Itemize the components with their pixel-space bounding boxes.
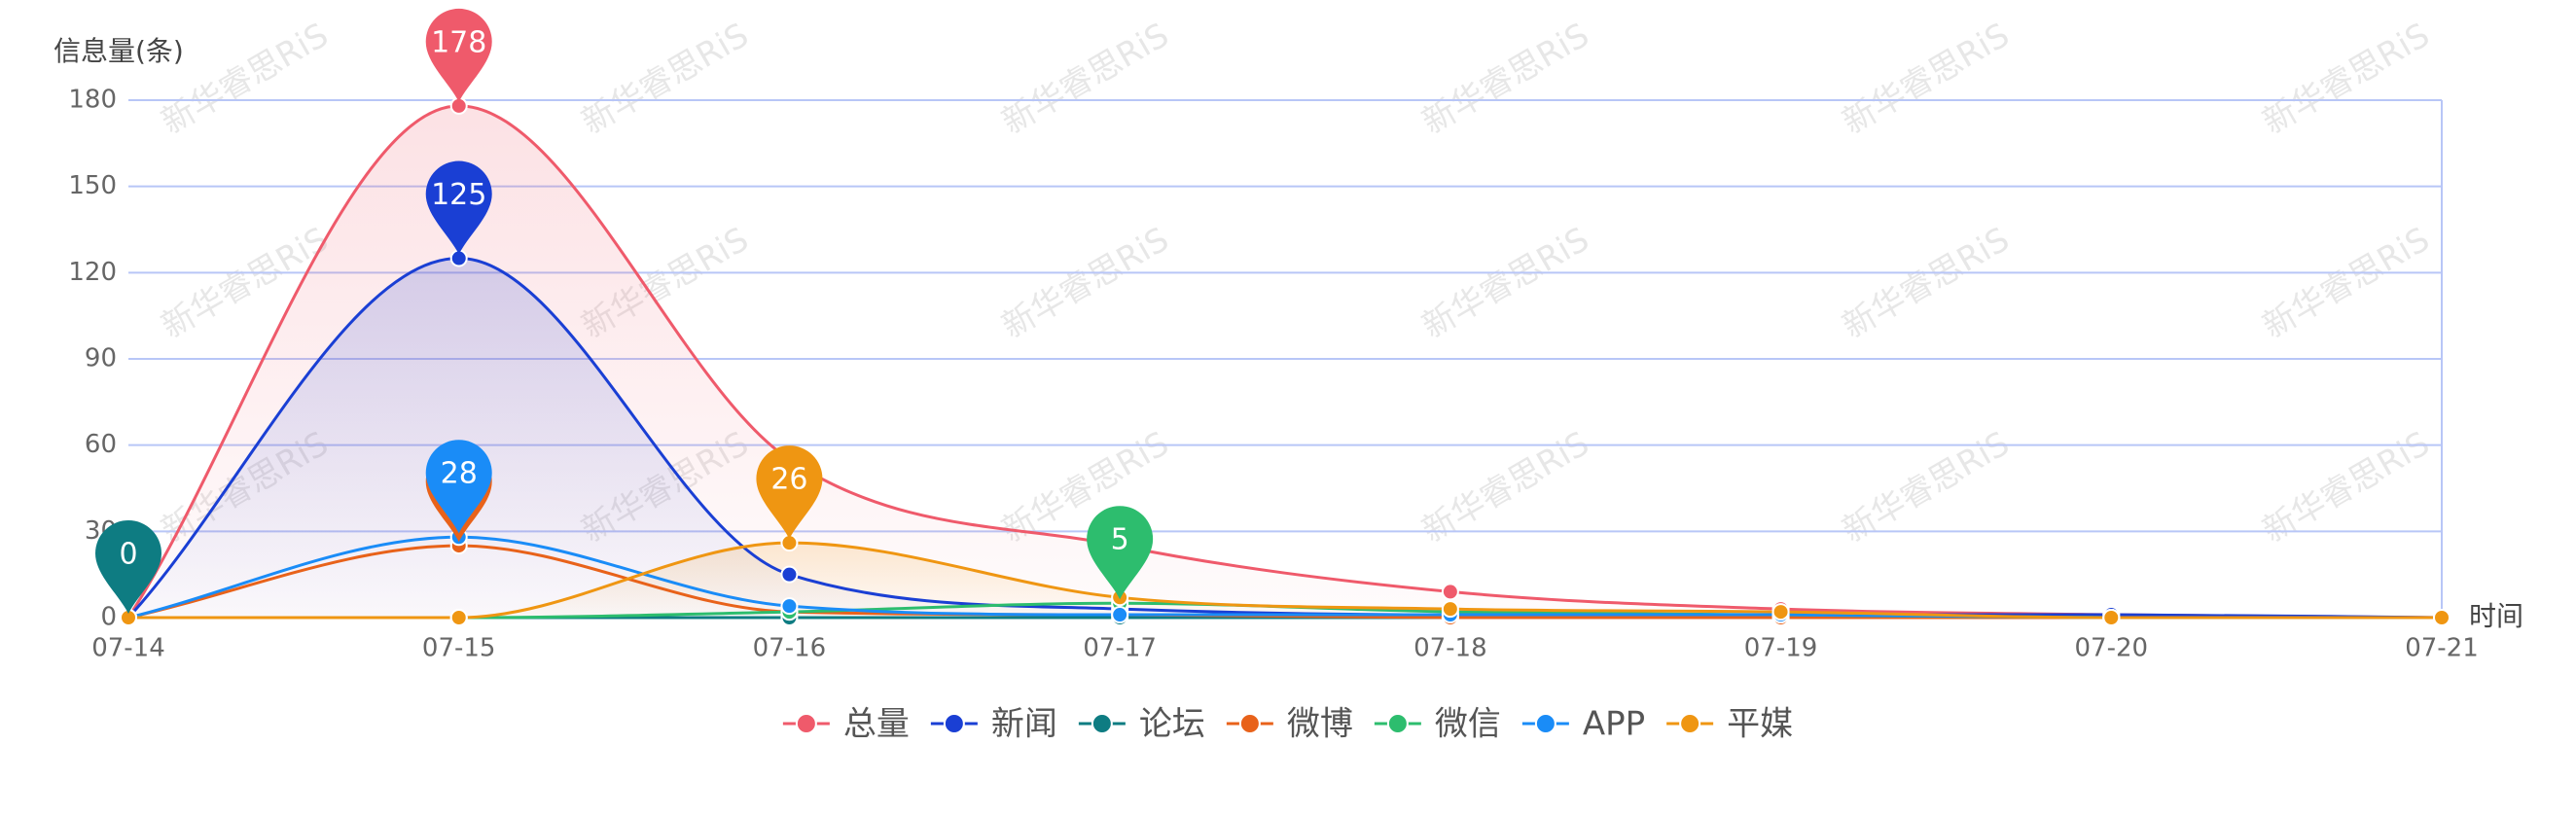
pin-marker [756, 445, 823, 540]
max-pin: 0 [94, 519, 161, 614]
legend-label: APP [1583, 705, 1645, 744]
legend-dot [1386, 713, 1409, 734]
x-tick-label: 07-20 [2075, 634, 2149, 663]
x-tick-label: 07-19 [1744, 634, 1818, 663]
x-tick-label: 07-18 [1413, 634, 1487, 663]
data-point [1111, 606, 1129, 624]
y-tick-label: 150 [68, 171, 117, 200]
legend-dot [1679, 713, 1701, 734]
legend-item: 微博 [1226, 705, 1353, 744]
max-pin: 28 [425, 440, 492, 534]
legend-item: 新闻 [930, 705, 1057, 744]
x-tick-label: 07-16 [753, 634, 827, 663]
series-area [128, 105, 2442, 618]
data-point [1441, 583, 1459, 601]
pin-marker [1087, 506, 1154, 600]
data-point [2102, 609, 2121, 626]
watermark: 新华睿思RiS [2256, 16, 2436, 142]
pin-marker [94, 519, 161, 614]
y-tick-label: 0 [100, 603, 117, 632]
max-pin: 26 [756, 445, 823, 540]
legend-item: 总量 [782, 705, 910, 744]
y-axis-label: 信息量(条) [54, 35, 184, 67]
x-axis-label: 时间 [2469, 600, 2523, 632]
x-tick-label: 07-21 [2405, 634, 2479, 663]
pin-label: 26 [770, 463, 807, 497]
pin-label: 0 [119, 538, 137, 572]
legend-item: 论坛 [1078, 705, 1205, 744]
max-pin: 125 [425, 160, 492, 255]
legend-dot [1238, 713, 1261, 734]
max-pin: 178 [425, 8, 492, 102]
legend-label: 新闻 [991, 705, 1057, 744]
series-line [128, 541, 2442, 620]
pin-label: 28 [441, 457, 478, 491]
data-point [780, 597, 799, 616]
x-tick-label: 07-17 [1083, 634, 1157, 663]
watermark: 新华睿思RiS [1836, 16, 2016, 142]
pin-label: 125 [431, 178, 486, 212]
pin-marker [425, 8, 492, 102]
data-point [449, 609, 468, 626]
legend-dot [1091, 713, 1113, 734]
y-tick-label: 90 [85, 344, 117, 373]
watermark: 新华睿思RiS [1415, 220, 1595, 346]
max-pin: 5 [1087, 506, 1154, 600]
x-tick-label: 07-15 [422, 634, 496, 663]
watermark: 新华睿思RiS [2256, 220, 2436, 346]
data-point [780, 565, 799, 584]
legend-label: 微博 [1287, 705, 1353, 744]
legend-label: 总量 [843, 705, 910, 744]
data-point [2433, 609, 2451, 626]
legend: 总量 新闻 论坛 微博 微信 APP 平媒 [782, 705, 1793, 744]
data-point [1441, 600, 1459, 619]
legend-item: 平媒 [1666, 705, 1793, 744]
legend-dot [943, 713, 965, 734]
pin-label: 178 [431, 25, 486, 59]
legend-dot [795, 713, 817, 734]
legend-item: APP [1521, 705, 1645, 744]
watermark: 新华睿思RiS [575, 16, 755, 142]
y-tick-label: 180 [68, 86, 117, 115]
watermark: 新华睿思RiS [1415, 16, 1595, 142]
legend-dot [1534, 713, 1556, 734]
watermark: 新华睿思RiS [995, 220, 1175, 346]
legend-label: 论坛 [1139, 705, 1205, 744]
watermark: 新华睿思RiS [1836, 220, 2016, 346]
data-point [1771, 603, 1790, 621]
legend-item: 微信 [1374, 705, 1501, 744]
pin-marker [425, 160, 492, 255]
y-tick-label: 60 [85, 430, 117, 459]
pin-marker [425, 440, 492, 534]
legend-label: 平媒 [1727, 705, 1793, 744]
pin-label: 5 [1111, 523, 1129, 557]
x-tick-label: 07-14 [91, 634, 165, 663]
legend-label: 微信 [1435, 705, 1501, 744]
y-tick-label: 120 [68, 258, 117, 287]
series-area [128, 258, 2442, 618]
watermark: 新华睿思RiS [995, 16, 1175, 142]
